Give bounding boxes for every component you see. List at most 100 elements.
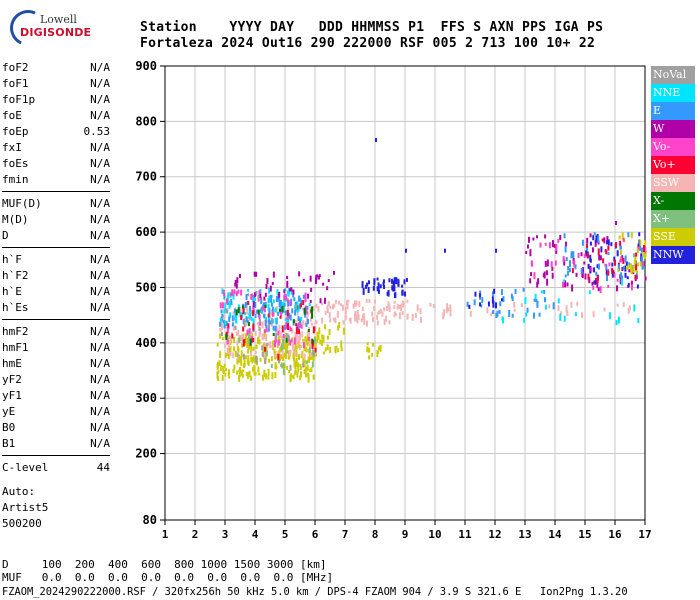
data-point-sse xyxy=(305,346,308,353)
data-point-w xyxy=(544,260,547,267)
data-point-ssw xyxy=(326,307,329,314)
data-point-ssw xyxy=(398,312,401,320)
data-point-ssw xyxy=(324,310,327,315)
data-point-e xyxy=(526,307,529,313)
param-row: MUF(D) N/A xyxy=(2,196,110,212)
data-point-e xyxy=(225,320,228,326)
data-point-e xyxy=(278,297,281,302)
data-point-ssw xyxy=(278,324,281,332)
param-row: B0 N/A xyxy=(2,420,110,436)
data-point-noval xyxy=(270,317,273,323)
data-point-ssw xyxy=(291,329,294,334)
data-point-ssw xyxy=(383,318,386,325)
data-point-w xyxy=(333,270,335,275)
data-point-sse xyxy=(250,356,253,362)
data-point-w xyxy=(575,272,578,277)
data-point-e xyxy=(544,297,547,303)
data-point-vo- xyxy=(311,342,314,349)
data-point-ssw xyxy=(376,320,379,326)
data-point-nne xyxy=(637,317,640,323)
data-point-w xyxy=(265,284,268,290)
param-name: D xyxy=(2,229,9,242)
data-point-vo- xyxy=(273,340,276,348)
data-point-vo- xyxy=(263,329,266,334)
data-point-nne xyxy=(308,303,311,307)
data-point-ssw xyxy=(400,303,403,307)
data-point-ssw xyxy=(388,306,391,313)
data-point-vo- xyxy=(630,284,633,291)
data-point-w xyxy=(236,277,239,284)
data-point-ssw xyxy=(406,313,409,318)
data-point-w xyxy=(537,278,540,285)
param-row: B1 N/A xyxy=(2,436,110,452)
param-value: N/A xyxy=(90,405,110,418)
data-point-nnw xyxy=(592,235,595,241)
data-point-nnw xyxy=(401,289,404,296)
data-point-nnw xyxy=(444,248,446,253)
data-point-vo- xyxy=(293,337,296,345)
data-point-ssw xyxy=(557,305,560,312)
data-point-ssw xyxy=(292,343,295,351)
data-point-w xyxy=(546,278,549,286)
data-point-noval xyxy=(267,323,270,329)
data-point-x- xyxy=(248,333,251,339)
data-point-ssw xyxy=(263,336,266,340)
data-point-ssw xyxy=(338,300,341,305)
param-name: hmF2 xyxy=(2,325,29,338)
data-point-sse xyxy=(267,358,270,363)
data-point-nne xyxy=(248,312,251,319)
data-point-vo- xyxy=(544,242,547,246)
data-point-w xyxy=(529,278,532,284)
legend: NoVal NNE E W Vo- Vo+ SSW X- X+ SSE NNW xyxy=(651,66,695,264)
data-point-sse xyxy=(233,364,236,370)
data-point-e xyxy=(283,302,286,307)
data-point-sse xyxy=(343,327,346,335)
data-point-e xyxy=(617,264,620,272)
data-point-w xyxy=(283,289,286,294)
data-point-sse xyxy=(247,371,250,379)
param-value: N/A xyxy=(90,229,110,242)
data-point-w xyxy=(596,280,599,288)
data-point-noval xyxy=(264,357,267,364)
data-point-w xyxy=(302,278,305,282)
data-point-e xyxy=(567,265,570,270)
data-point-nne xyxy=(285,319,288,324)
param-name: B0 xyxy=(2,421,16,434)
data-point-w xyxy=(644,276,647,281)
data-point-ssw xyxy=(261,333,264,341)
data-point-vo- xyxy=(300,324,303,329)
param-name: foE xyxy=(2,109,22,122)
data-point-noval xyxy=(255,290,258,294)
data-point-nnw xyxy=(493,288,496,294)
data-point-e xyxy=(597,263,600,270)
data-point-vo- xyxy=(644,247,647,254)
data-point-ssw xyxy=(302,320,305,326)
data-point-w xyxy=(286,280,289,288)
data-point-nne xyxy=(239,311,242,315)
data-point-w xyxy=(635,275,638,280)
data-point-ssw xyxy=(360,318,363,323)
data-point-ssw xyxy=(446,303,449,311)
data-point-sse xyxy=(263,332,266,340)
data-point-x- xyxy=(236,353,239,357)
data-point-sse xyxy=(279,348,282,353)
data-point-sse xyxy=(313,341,316,348)
data-point-ssw xyxy=(249,351,252,357)
data-point-e xyxy=(223,293,226,300)
data-point-sse xyxy=(320,339,323,346)
data-point-ssw xyxy=(264,342,267,347)
data-point-e xyxy=(627,232,630,238)
data-point-sse xyxy=(314,342,317,347)
data-point-vo- xyxy=(620,256,623,263)
data-point-e xyxy=(535,299,538,303)
param-row: foF2 N/A xyxy=(2,60,110,76)
data-point-ssw xyxy=(302,307,305,311)
data-point-sse xyxy=(275,364,278,370)
data-point-sse xyxy=(227,369,230,377)
data-point-sse xyxy=(303,364,306,368)
data-point-nnw xyxy=(379,284,382,289)
data-point-vo- xyxy=(592,285,595,290)
data-point-sse xyxy=(294,370,297,376)
param-row: yF2 N/A xyxy=(2,372,110,388)
data-point-ssw xyxy=(283,337,286,341)
